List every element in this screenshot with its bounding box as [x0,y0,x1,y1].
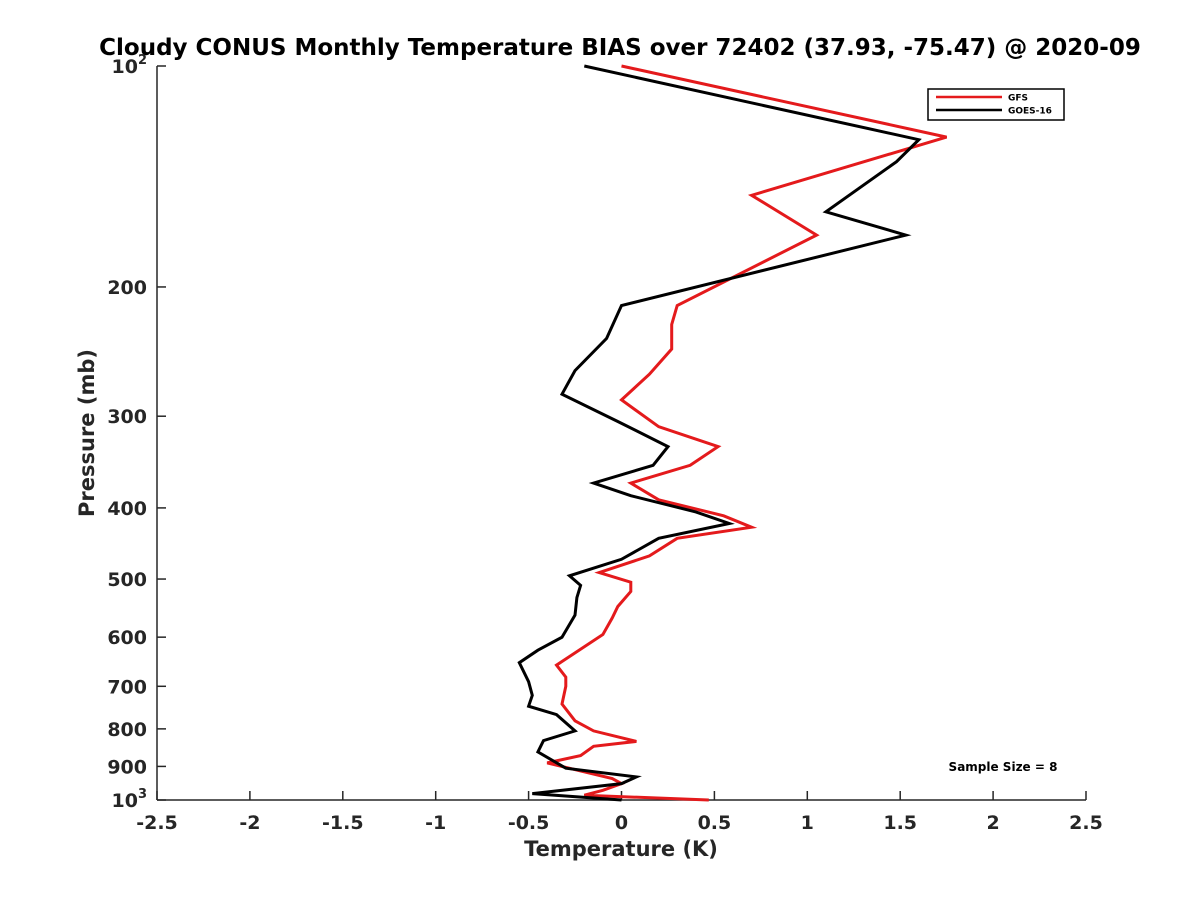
sample-size-annotation: Sample Size = 8 [949,760,1058,774]
x-tick-label: -0.5 [508,812,550,834]
y-tick-label: 103 [112,787,148,812]
y-tick-label: 400 [107,498,147,520]
x-tick-label: -2 [239,812,260,834]
y-tick-exponent: 2 [138,53,147,68]
x-tick-label: 1.5 [883,812,917,834]
y-tick-label: 600 [107,627,147,649]
x-tick-label: 1 [801,812,814,834]
x-tick-label: -2.5 [136,812,178,834]
x-axis-label: Temperature (K) [524,837,718,861]
y-tick-base: 10 [112,790,138,812]
x-tick-label: 0.5 [698,812,732,834]
y-tick-label: 700 [107,676,147,698]
legend-label-gfs: GFS [1008,94,1028,104]
y-tick-label: 900 [107,756,147,778]
x-tick-label: -1 [425,812,446,834]
x-ticks: -2.5 -2 -1.5 -1 -0.5 0 0.5 1 1.5 2 2.5 [136,791,1103,834]
series-layer [517,64,948,802]
x-tick-label: 2 [986,812,999,834]
legend: GFS GOES-16 [927,88,1065,121]
y-axis-label: Pressure (mb) [75,349,99,517]
series-line-gfs [546,64,948,802]
series-line-goes-16 [517,64,922,802]
y-tick-label: 102 [112,53,148,78]
x-tick-label: 0 [615,812,628,834]
x-tick-label: -1.5 [322,812,364,834]
chart-title: Cloudy CONUS Monthly Temperature BIAS ov… [99,35,1141,61]
y-tick-base: 10 [112,56,138,78]
y-tick-label: 500 [107,569,147,591]
plot-area [156,66,1086,801]
y-tick-label: 200 [107,277,147,299]
legend-label-goes-16: GOES-16 [1008,107,1052,117]
y-tick-exponent: 3 [138,787,147,802]
legend-box [927,88,1065,121]
x-tick-label: 2.5 [1069,812,1103,834]
y-tick-label: 800 [107,719,147,741]
y-tick-label: 300 [107,406,147,428]
